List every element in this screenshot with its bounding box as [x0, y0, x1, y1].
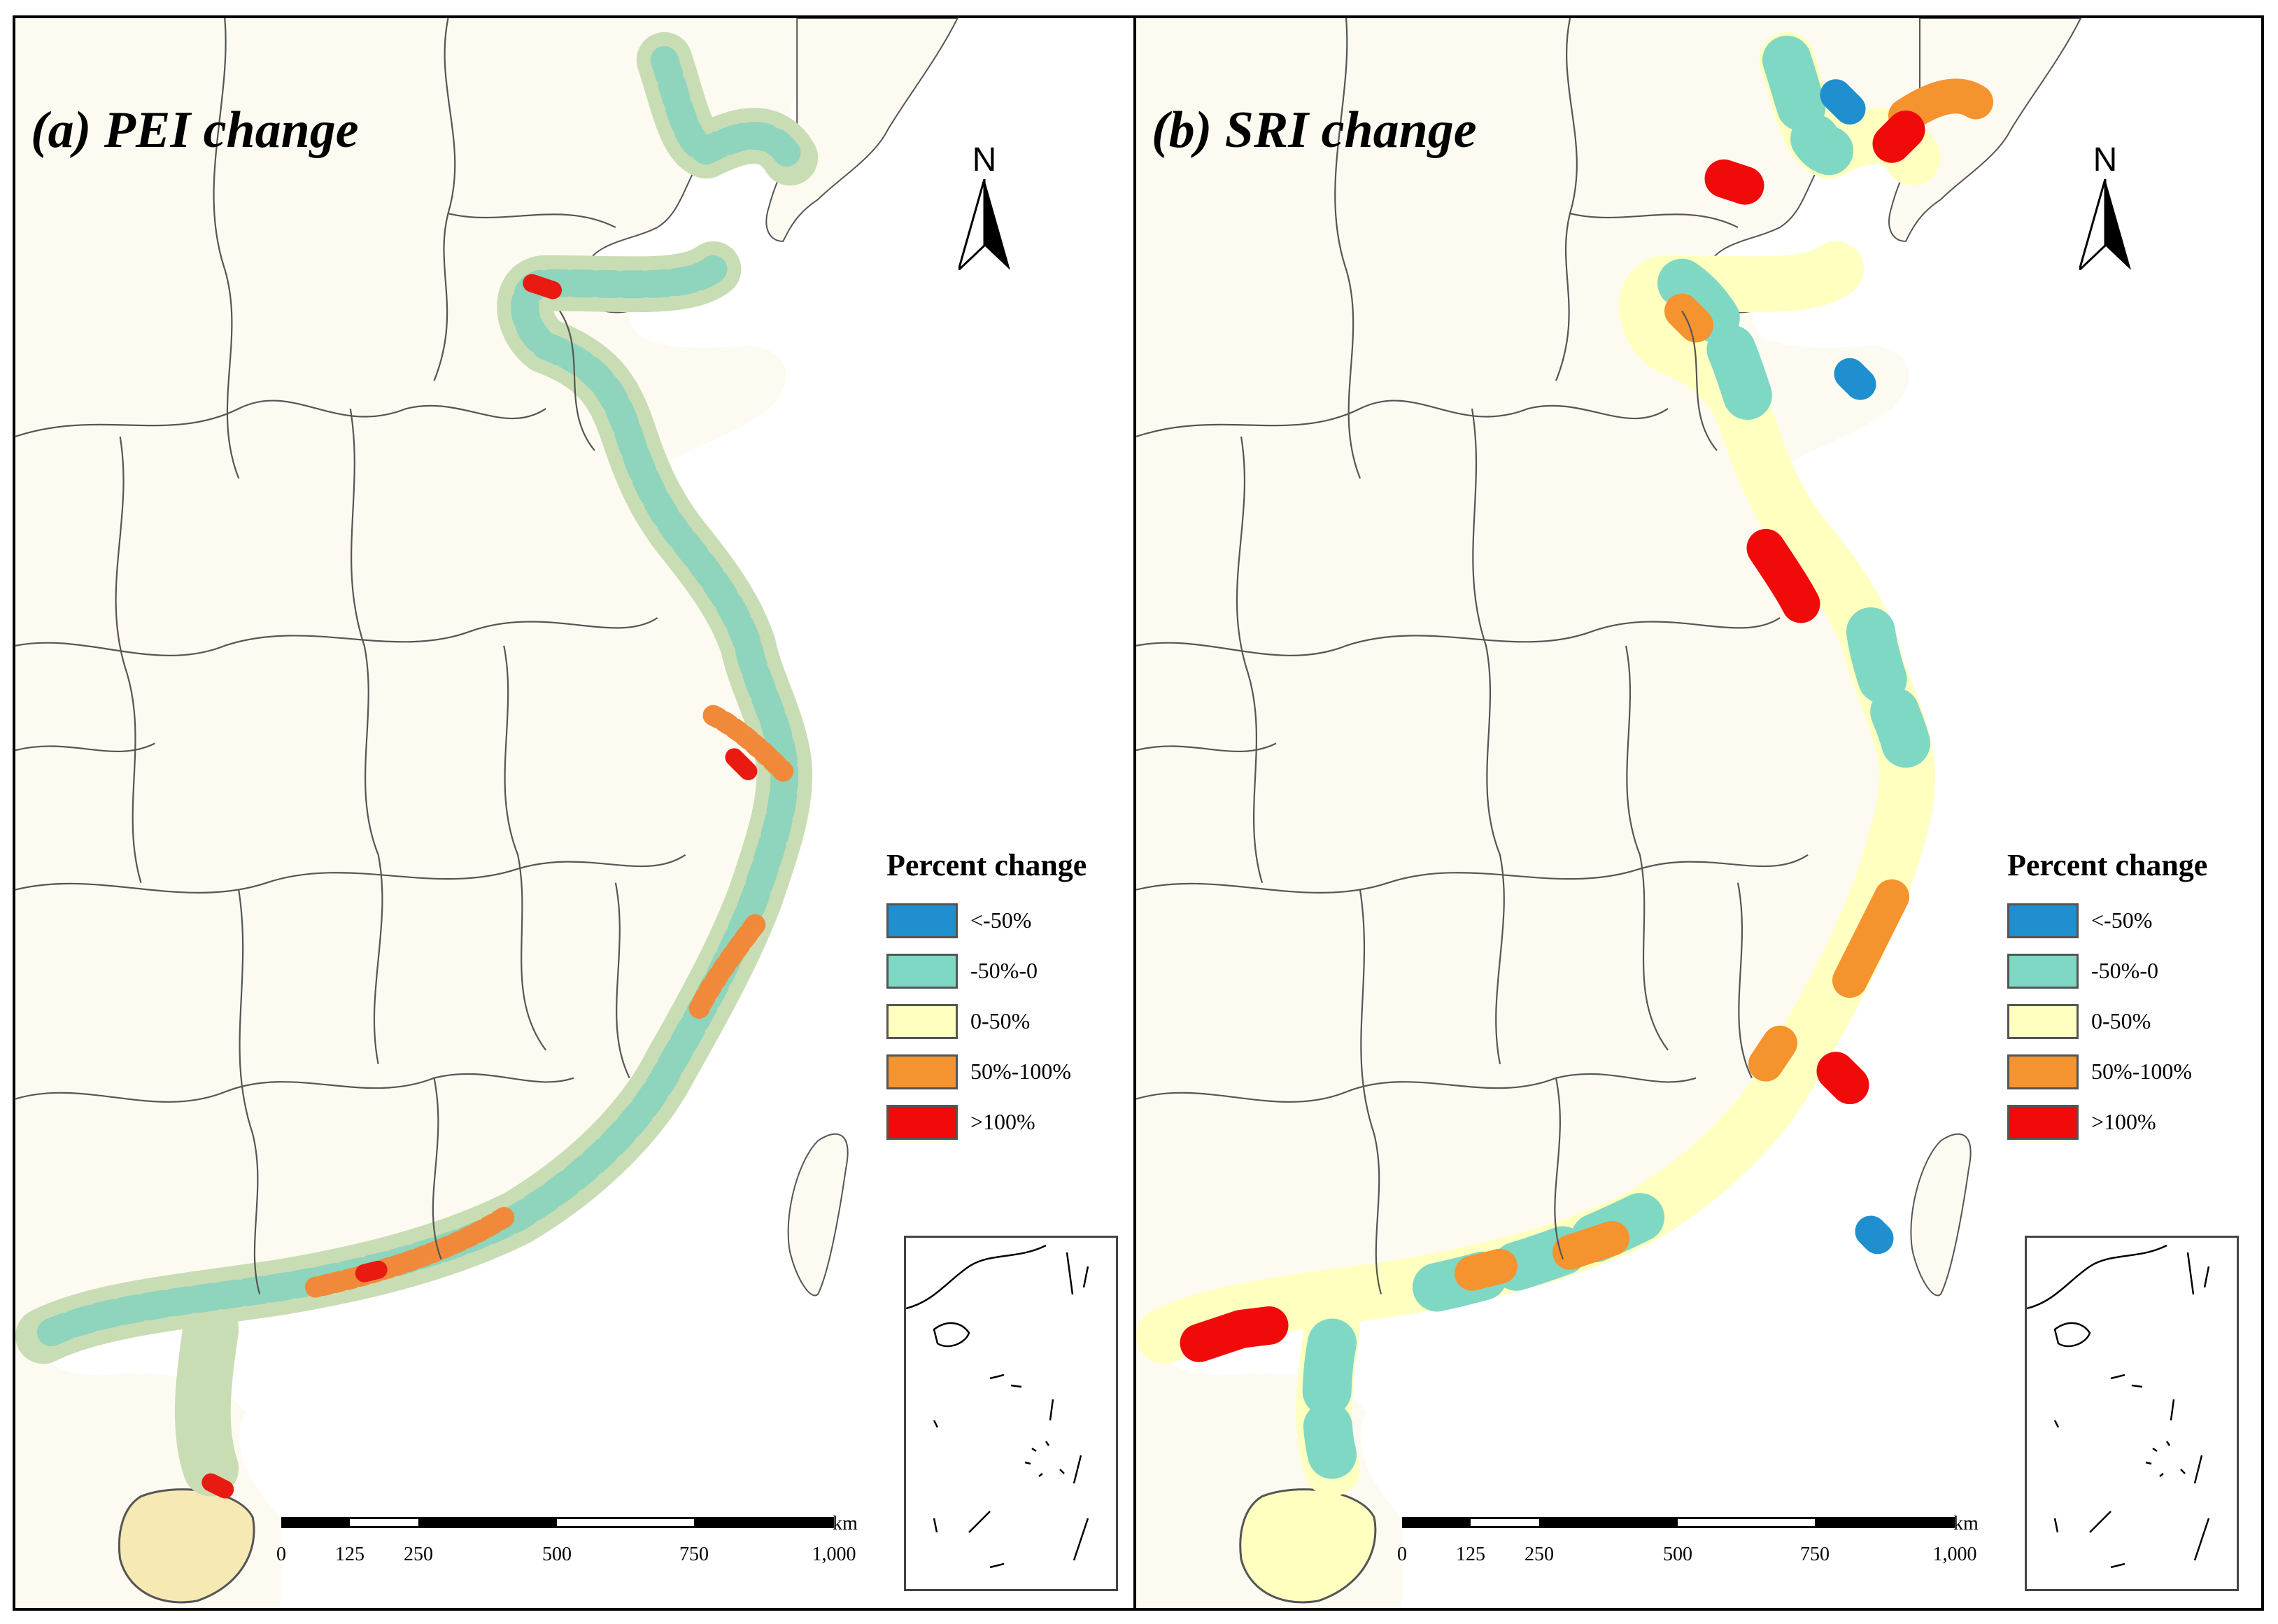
- legend-swatch: [2007, 1003, 2079, 1039]
- legend-item: 0-50%: [886, 1002, 1124, 1040]
- scale-tick: 125: [335, 1544, 365, 1565]
- legend-swatch: [2007, 903, 2079, 938]
- scale-bar-graphic: [281, 1517, 834, 1528]
- sri-coastal-belt: [1136, 31, 1993, 1497]
- legend-item: -50%-0: [2007, 952, 2245, 990]
- panel-title: (b) SRI change: [1152, 101, 1477, 159]
- legend-item: >100%: [886, 1103, 1124, 1141]
- legend-title: Percent change: [886, 848, 1087, 882]
- legend-label: >100%: [970, 1109, 1035, 1134]
- figure: (a) PEI change N Percent change <-50% -5…: [13, 15, 2264, 1611]
- legend-item: 50%-100%: [2007, 1052, 2245, 1091]
- korea-peninsula: [1888, 18, 2082, 242]
- pei-coastal-belt: [15, 31, 819, 1499]
- scale-tick: 0: [1397, 1544, 1407, 1565]
- north-arrow-icon: [2079, 179, 2131, 270]
- north-arrow-icon: [958, 179, 1010, 270]
- scale-tick: 750: [1800, 1544, 1830, 1565]
- scale-tick: 0: [276, 1544, 286, 1565]
- north-arrow: N: [2074, 141, 2137, 281]
- legend-label: <-50%: [970, 908, 1032, 933]
- taiwan-island: [1910, 1133, 1972, 1297]
- scale-tick: 1,000: [812, 1544, 856, 1565]
- inset-map-south-china-sea: [2025, 1236, 2239, 1591]
- scale-bar: km 0 125 250 500 750 1,000: [276, 1513, 862, 1579]
- legend-label: 50%-100%: [2091, 1059, 2192, 1084]
- legend-swatch: [2007, 1104, 2079, 1140]
- legend-label: <-50%: [2091, 908, 2153, 933]
- scale-tick: 125: [1456, 1544, 1485, 1565]
- legend-item: 50%-100%: [886, 1052, 1124, 1091]
- taiwan-island: [787, 1133, 849, 1297]
- scale-bar: km 0 125 250 500 750 1,000: [1397, 1513, 1983, 1579]
- legend-swatch: [2007, 1054, 2079, 1089]
- legend-label: 0-50%: [2091, 1008, 2151, 1033]
- korea-peninsula: [765, 18, 958, 242]
- legend: Percent change <-50% -50%-0 0-50% 50%-10…: [886, 847, 1124, 1153]
- legend-swatch: [2007, 953, 2079, 989]
- north-arrow: N: [953, 141, 1016, 281]
- legend-label: 0-50%: [970, 1008, 1031, 1033]
- scale-unit: km: [1953, 1513, 1979, 1534]
- legend-label: -50%-0: [2091, 958, 2158, 983]
- legend-item: <-50%: [2007, 901, 2245, 940]
- panel-pei: (a) PEI change N Percent change <-50% -5…: [15, 18, 1136, 1608]
- legend-swatch: [886, 1054, 958, 1089]
- legend-swatch: [886, 953, 958, 989]
- legend-swatch: [886, 1104, 958, 1140]
- legend: Percent change <-50% -50%-0 0-50% 50%-10…: [2007, 847, 2245, 1153]
- inset-map-graphic: [905, 1244, 1089, 1569]
- legend-item: >100%: [2007, 1103, 2245, 1141]
- legend-item: -50%-0: [886, 952, 1124, 990]
- hainan-island: [118, 1488, 255, 1604]
- north-label: N: [2093, 141, 2118, 178]
- legend-label: -50%-0: [970, 958, 1038, 983]
- east-sea: [36, 18, 1133, 1608]
- province-boundaries: [15, 18, 686, 1294]
- scale-tick: 1,000: [1932, 1544, 1977, 1565]
- scale-tick: 250: [1524, 1544, 1554, 1565]
- legend-label: >100%: [2091, 1109, 2156, 1134]
- scale-bar-graphic: [1402, 1517, 1955, 1528]
- legend-label: 50%-100%: [970, 1059, 1071, 1084]
- inset-map-south-china-sea: [904, 1236, 1118, 1591]
- panel-sri: (b) SRI change N Percent change <-50% -5…: [1136, 18, 2261, 1608]
- legend-title: Percent change: [2007, 848, 2208, 882]
- scale-tick: 500: [1663, 1544, 1692, 1565]
- legend-swatch: [886, 903, 958, 938]
- map-sri: [1136, 18, 2261, 1608]
- north-label: N: [972, 141, 997, 178]
- inset-map-graphic: [2026, 1244, 2210, 1569]
- map-pei: [15, 18, 1133, 1608]
- scale-unit: km: [833, 1513, 858, 1534]
- scale-tick: 750: [679, 1544, 709, 1565]
- hainan-island: [1239, 1488, 1377, 1604]
- scale-tick: 500: [542, 1544, 572, 1565]
- legend-item: <-50%: [886, 901, 1124, 940]
- legend-swatch: [886, 1003, 958, 1039]
- province-boundaries: [1136, 18, 1809, 1294]
- scale-tick: 250: [404, 1544, 433, 1565]
- east-sea: [1157, 18, 2261, 1608]
- legend-item: 0-50%: [2007, 1002, 2245, 1040]
- panel-title: (a) PEI change: [31, 101, 359, 159]
